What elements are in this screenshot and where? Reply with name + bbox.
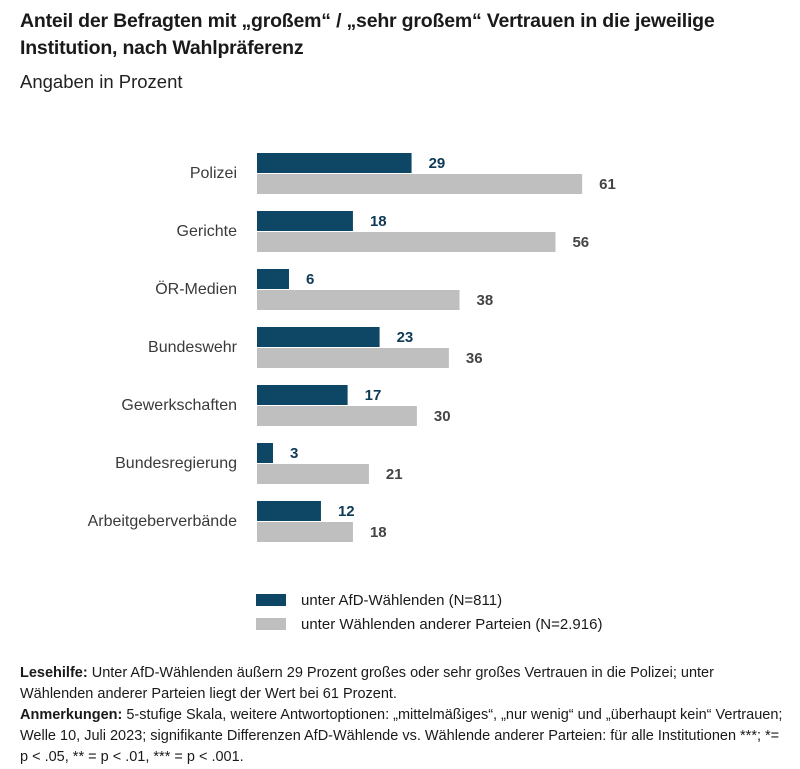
chart-subtitle: Angaben in Prozent [20,71,183,92]
legend-item-others: unter Wählenden anderer Parteien (N=2.91… [256,613,602,635]
data-label-others-arbeitgeberverbande: 18 [370,524,387,541]
category-label-gerichte: Gerichte [177,223,238,240]
data-label-afd-polizei: 29 [429,155,446,172]
bar-others-polizei [257,174,583,194]
bar-afd-bundesregierung [257,443,273,463]
category-label-or-medien: ÖR-Medien [155,280,237,298]
category-label-bundesregierung: Bundesregierung [115,455,237,472]
category-label-bundeswehr: Bundeswehr [148,339,238,356]
category-label-arbeitgeberverbande: Arbeitgeberverbände [88,513,238,530]
bar-afd-polizei [257,153,412,173]
legend-label-afd: unter AfD-Wählenden (N=811) [301,591,503,609]
legend: unter AfD-Wählenden (N=811) unter Wählen… [256,589,602,637]
remarks: Anmerkungen: 5-stufige Skala, weitere An… [20,705,790,768]
data-label-others-bundeswehr: 36 [466,350,483,367]
data-label-afd-or-medien: 6 [306,271,314,288]
chart-title: Anteil der Befragten mit „großem“ / „seh… [20,10,715,59]
bar-others-gewerkschaften [257,406,417,426]
reading-aid: Lesehilfe: Unter AfD-Wählenden äußern 29… [20,663,790,705]
data-label-afd-bundeswehr: 23 [397,329,414,346]
bar-afd-or-medien [257,269,289,289]
legend-swatch-afd [256,594,286,606]
data-label-afd-arbeitgeberverbande: 12 [338,503,355,520]
remarks-text: 5-stufige Skala, weitere Antwortoptionen… [20,707,783,765]
footnotes: Lesehilfe: Unter AfD-Wählenden äußern 29… [20,663,790,768]
bar-others-arbeitgeberverbande [257,522,353,542]
bar-afd-bundeswehr [257,327,380,347]
bar-afd-gewerkschaften [257,385,348,405]
data-label-others-polizei: 61 [599,176,616,193]
data-label-afd-gerichte: 18 [370,213,387,230]
bar-others-bundeswehr [257,348,449,368]
data-label-afd-gewerkschaften: 17 [365,387,382,404]
bar-others-gerichte [257,232,556,252]
legend-item-afd: unter AfD-Wählenden (N=811) [256,589,602,611]
data-label-others-gerichte: 56 [572,234,589,251]
data-label-others-gewerkschaften: 30 [434,408,451,425]
legend-label-others: unter Wählenden anderer Parteien (N=2.91… [301,615,603,633]
category-label-polizei: Polizei [190,165,237,182]
remarks-label: Anmerkungen: [20,707,123,723]
bar-afd-arbeitgeberverbande [257,501,321,521]
reading-aid-label: Lesehilfe: [20,665,88,681]
category-label-gewerkschaften: Gewerkschaften [121,397,237,414]
bar-others-bundesregierung [257,464,369,484]
bar-chart: Polizei 29 61 Gerichte 18 56 ÖR-Medien 6 38 Bunde… [88,153,616,542]
bar-afd-gerichte [257,211,353,231]
reading-aid-text: Unter AfD-Wählenden äußern 29 Prozent gr… [20,665,714,702]
data-label-others-or-medien: 38 [477,292,494,309]
legend-swatch-others [256,618,286,630]
data-label-others-bundesregierung: 21 [386,466,403,483]
bar-others-or-medien [257,290,460,310]
data-label-afd-bundesregierung: 3 [290,445,298,462]
